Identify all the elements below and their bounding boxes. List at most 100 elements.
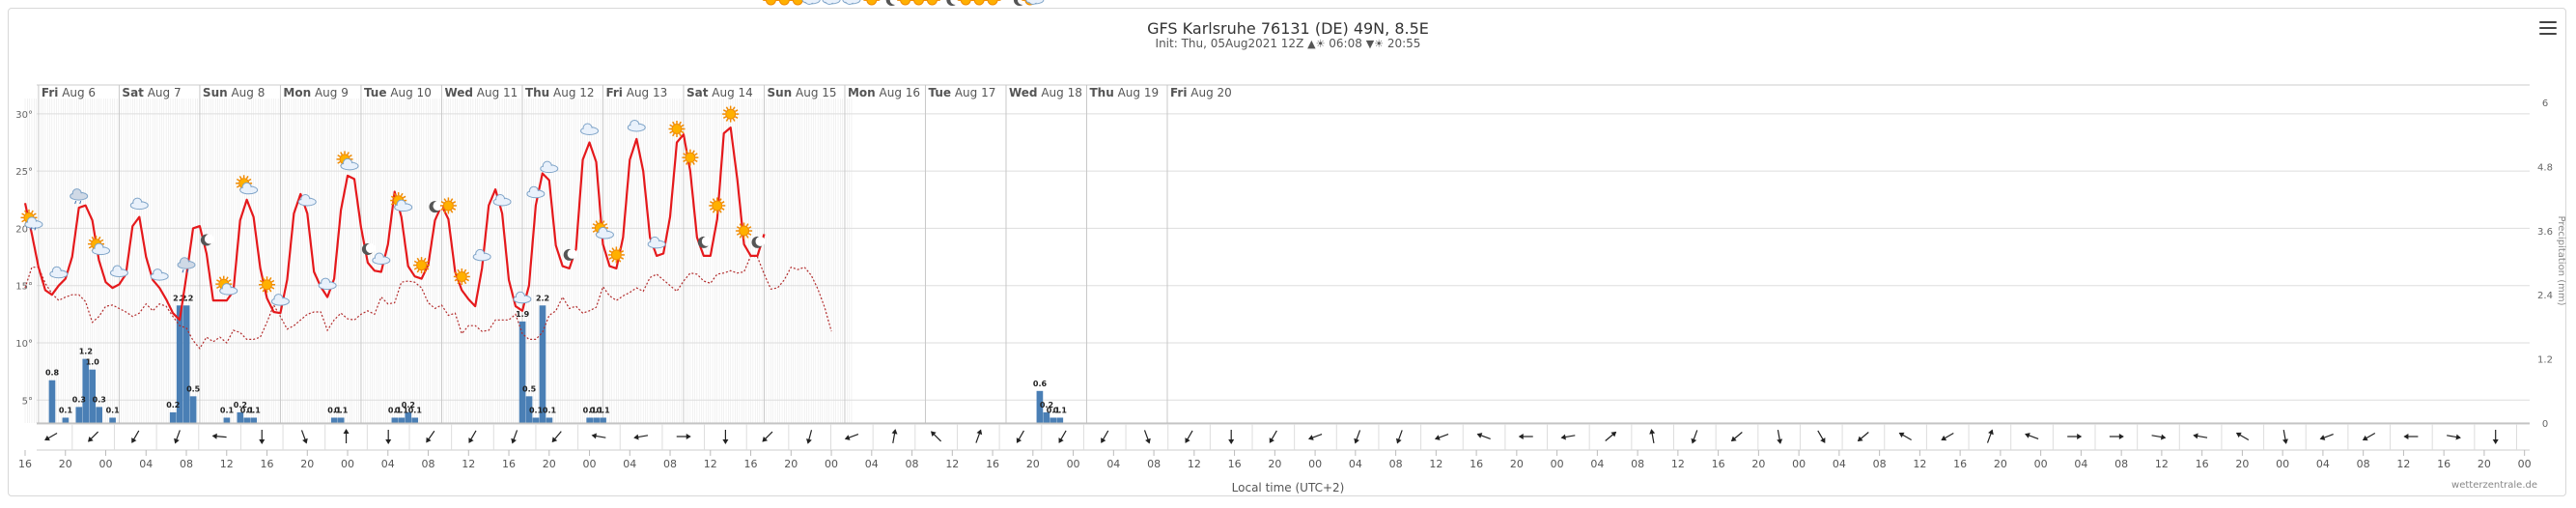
rain-drop [30, 227, 33, 231]
sun-ray [452, 208, 457, 211]
sun-ray [694, 153, 698, 156]
moon-weather-icon [946, 0, 961, 6]
precip-label: 1.0 [86, 358, 100, 367]
wind-arrow-head [511, 437, 517, 444]
sun-ray [457, 280, 461, 285]
cloud-fill [395, 204, 411, 211]
rain-drop [186, 269, 189, 273]
precip-label: 0.1 [597, 406, 611, 414]
moon-weather-icon [563, 248, 577, 261]
hour-tick-label: 04 [381, 458, 395, 470]
day-label: Sun Aug 15 [767, 86, 836, 99]
sun-disc [739, 225, 750, 237]
wind-arrow-head [762, 437, 769, 442]
sun-weather-icon [453, 268, 470, 285]
cloud-fill [597, 232, 613, 239]
hour-tick-label: 12 [2396, 458, 2410, 470]
precip-label: 0.1 [220, 406, 235, 414]
sun-ray [390, 202, 395, 206]
wind-arrow [930, 431, 942, 442]
sun-ray [602, 220, 605, 224]
cloud-weather-icon [801, 0, 821, 5]
sun-ray [732, 118, 736, 122]
sun-ray [611, 247, 615, 251]
sun-ray [262, 277, 266, 281]
precip-bar [189, 396, 197, 423]
sun-ray [238, 176, 242, 180]
cloud-fill [272, 298, 289, 305]
hour-tick-label: 16 [986, 458, 999, 470]
precip-label: 1.2 [79, 348, 93, 356]
wind-arrow-head [385, 439, 392, 444]
sun-ray [33, 212, 37, 216]
sun-ray [443, 198, 447, 202]
cloud-weather-icon [492, 194, 512, 207]
sun-ray [452, 201, 457, 204]
wind-arrow [676, 434, 691, 439]
sun-disc [913, 0, 925, 6]
sun-ray [21, 212, 25, 216]
hour-tick-label: 08 [1873, 458, 1887, 470]
cloud-fill [803, 0, 820, 3]
hour-tick-label: 12 [220, 458, 234, 470]
y-tick-right: 2.4 [2537, 291, 2553, 301]
precip-bar [398, 417, 406, 423]
sun-ray [337, 160, 341, 164]
wind-arrow [1058, 430, 1067, 443]
hour-tick-label: 04 [1833, 458, 1846, 470]
sun-ray [248, 178, 252, 182]
hour-tick-label: 04 [865, 458, 879, 470]
sun-ray [262, 289, 266, 293]
wind-arrow-head [2025, 433, 2030, 438]
cloud-fill [240, 186, 257, 193]
wind-arrow-head [1649, 429, 1656, 435]
precip-label: 0.2 [402, 401, 415, 409]
partly-weather-icon [390, 192, 413, 212]
wind-arrow-head [1777, 438, 1783, 444]
hour-tick-label: 16 [1712, 458, 1725, 470]
sun-weather-icon [789, 0, 806, 6]
y-tick-left: 20° [15, 224, 33, 235]
day-label: Tue Aug 17 [928, 86, 995, 99]
chart-menu-button[interactable] [2539, 21, 2557, 35]
wind-arrow [2235, 432, 2250, 441]
sun-ray [592, 223, 597, 226]
hour-tick-label: 12 [704, 458, 717, 470]
sun-weather-icon [736, 222, 753, 240]
hour-tick-label: 16 [2196, 458, 2209, 470]
sun-weather-icon [775, 0, 793, 6]
sun-weather-icon [439, 197, 457, 214]
precip-bar [89, 369, 97, 423]
day-label: Fri Aug 13 [605, 86, 667, 99]
precip-bar [1036, 390, 1044, 423]
y-tick-right: 0 [2542, 419, 2548, 430]
wind-arrow [844, 434, 859, 440]
precip-label: 0.6 [1033, 380, 1048, 388]
wind-arrow-head [1185, 437, 1190, 443]
wind-arrow-head [426, 437, 432, 443]
wind-arrow [343, 429, 350, 443]
precip-label: 0.1 [334, 406, 349, 414]
dewpoint-line [24, 255, 832, 350]
cloud-fill [373, 257, 389, 264]
precip-bar [1050, 417, 1057, 423]
precip-label: 0.1 [1047, 406, 1061, 414]
sun-ray [745, 223, 749, 227]
hour-tick-label: 20 [59, 458, 72, 470]
wind-arrow [468, 430, 477, 443]
cloud-weather-icon [109, 265, 128, 278]
hour-tick-label: 12 [1429, 458, 1442, 470]
sun-ray [465, 271, 470, 275]
sun-ray [718, 198, 722, 202]
cloud-fill [179, 262, 195, 268]
credit-label[interactable]: wetterzentrale.de [2451, 480, 2537, 491]
hour-tick-label: 00 [99, 458, 113, 470]
cloud-weather-icon [150, 268, 169, 281]
wind-arrow-head [1560, 434, 1566, 440]
wind-arrow [1101, 430, 1109, 443]
cloud-fill [494, 199, 511, 206]
wind-arrow [1898, 432, 1912, 441]
hour-tick-label: 04 [623, 458, 636, 470]
wind-arrow-head [1269, 437, 1274, 443]
hour-tick-label: 08 [906, 458, 919, 470]
